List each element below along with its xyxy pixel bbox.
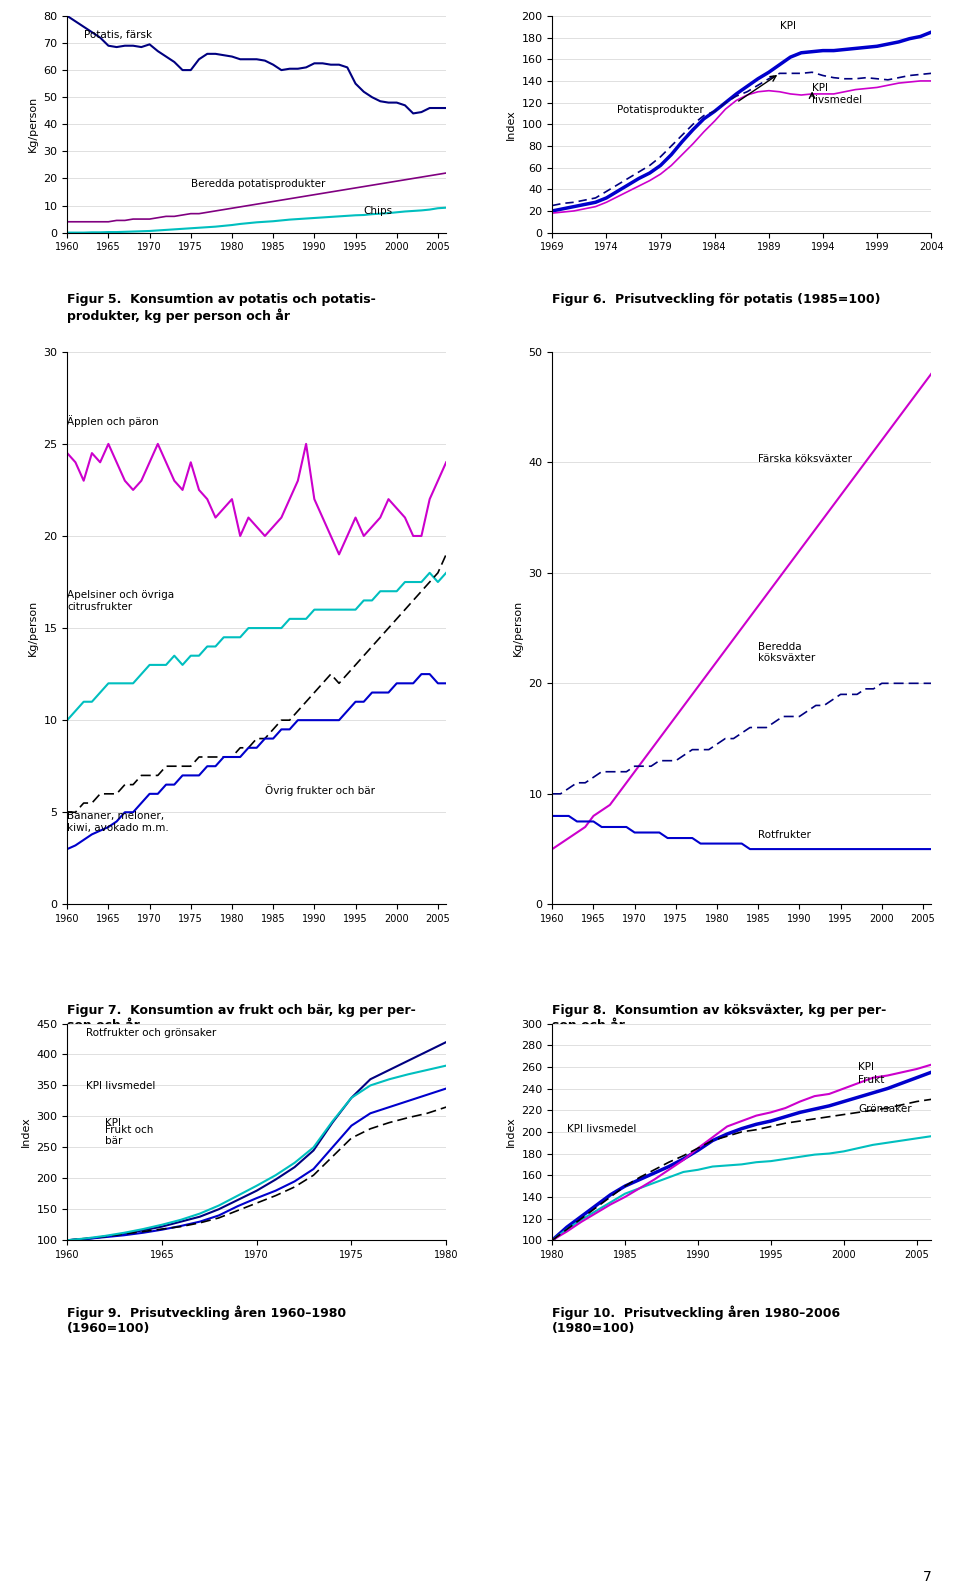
Text: Figur 5.  Konsumtion av potatis och potatis-
produkter, kg per person och år: Figur 5. Konsumtion av potatis och potat… [67,293,376,323]
Text: Frukt: Frukt [858,1075,885,1086]
Text: Beredda potatisprodukter: Beredda potatisprodukter [191,178,325,188]
Y-axis label: Kg/person: Kg/person [513,600,523,656]
Text: Rotfrukter och grönsaker: Rotfrukter och grönsaker [86,1028,216,1038]
Text: KPI: KPI [858,1062,875,1071]
Text: Figur 10.  Prisutveckling åren 1980–2006
(1980=100): Figur 10. Prisutveckling åren 1980–2006 … [552,1305,840,1334]
Text: Färska köksväxter: Färska köksväxter [758,454,852,465]
Text: Beredda
köksväxter: Beredda köksväxter [758,642,815,664]
Y-axis label: Index: Index [506,1116,516,1148]
Text: Övrig frukter och bär: Övrig frukter och bär [265,783,375,796]
Text: Bananer, meloner,
kiwi, avokado m.m.: Bananer, meloner, kiwi, avokado m.m. [67,810,169,833]
Text: Chips: Chips [364,205,393,215]
Y-axis label: Kg/person: Kg/person [28,600,37,656]
Text: Figur 7.  Konsumtion av frukt och bär, kg per per-
son och år: Figur 7. Konsumtion av frukt och bär, kg… [67,1005,416,1032]
Text: Äpplen och päron: Äpplen och päron [67,416,158,428]
Text: Apelsiner och övriga
citrusfrukter: Apelsiner och övriga citrusfrukter [67,591,175,611]
Text: KPI livsmedel: KPI livsmedel [566,1124,636,1134]
Text: Potatis, färsk: Potatis, färsk [84,30,152,40]
Text: Frukt och
bär: Frukt och bär [105,1124,154,1146]
Text: Figur 9.  Prisutveckling åren 1960–1980
(1960=100): Figur 9. Prisutveckling åren 1960–1980 (… [67,1305,347,1334]
Text: Potatisprodukter: Potatisprodukter [617,105,704,116]
Text: 7: 7 [923,1570,931,1584]
Y-axis label: Index: Index [21,1116,31,1148]
Y-axis label: Index: Index [506,108,516,140]
Text: KPI: KPI [105,1118,121,1127]
Text: Grönsaker: Grönsaker [858,1105,912,1114]
Y-axis label: Kg/person: Kg/person [28,96,37,153]
Text: KPI: KPI [780,21,796,30]
Text: Rotfrukter: Rotfrukter [758,829,811,841]
Text: KPI
livsmedel: KPI livsmedel [812,83,862,105]
Text: KPI livsmedel: KPI livsmedel [86,1081,156,1091]
Text: Figur 6.  Prisutveckling för potatis (1985=100): Figur 6. Prisutveckling för potatis (198… [552,293,880,306]
Text: Figur 8.  Konsumtion av köksväxter, kg per per-
son och år: Figur 8. Konsumtion av köksväxter, kg pe… [552,1005,886,1032]
